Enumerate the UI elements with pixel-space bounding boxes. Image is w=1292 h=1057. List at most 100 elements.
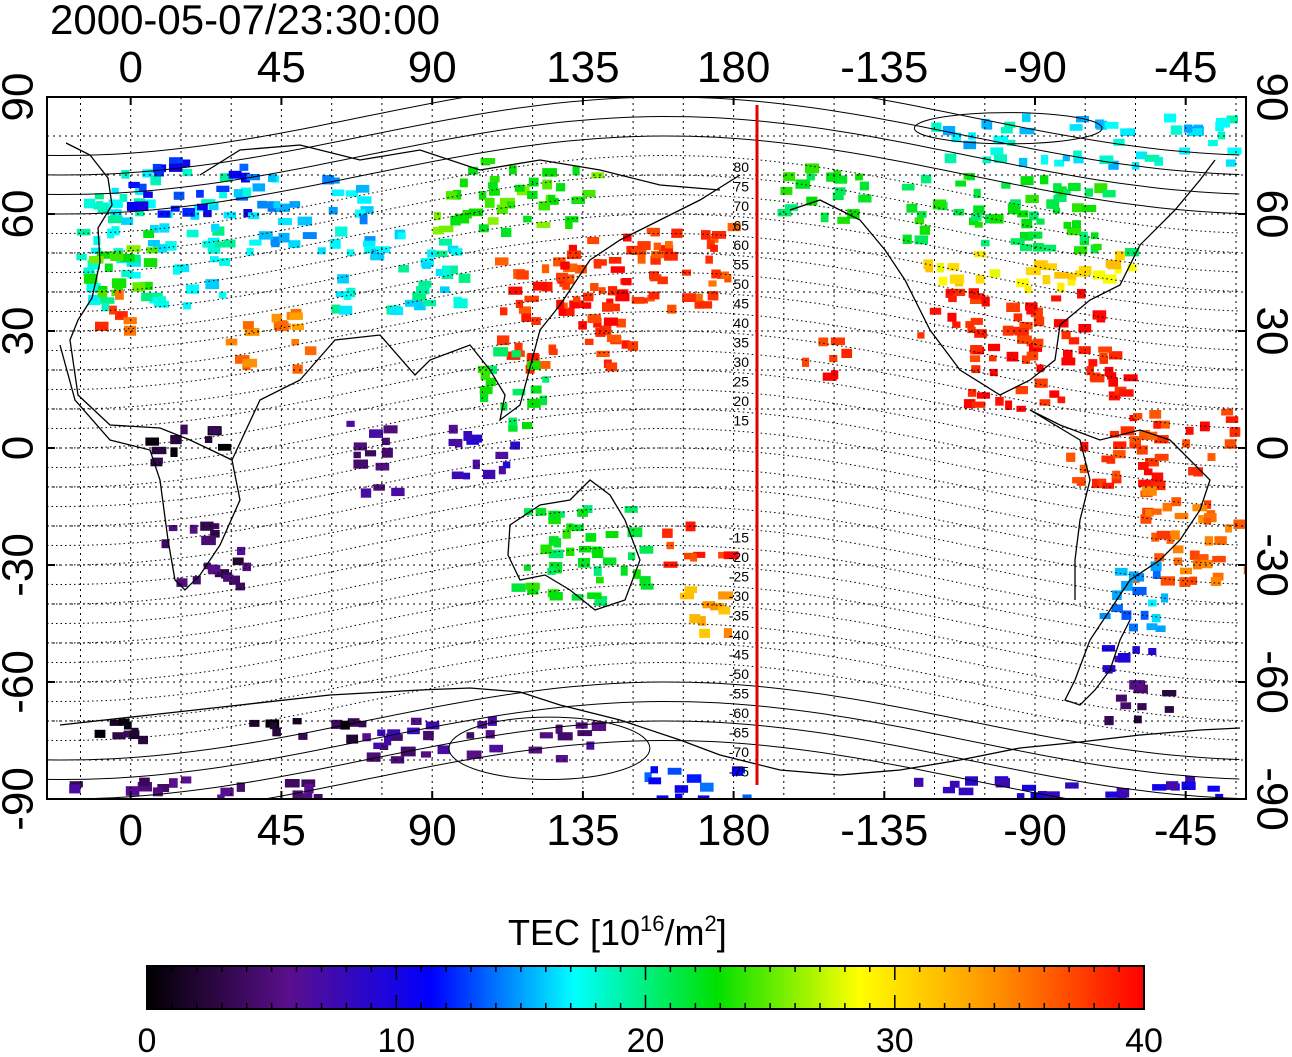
tec-cell xyxy=(1026,351,1039,361)
tec-cell xyxy=(201,535,216,546)
latitude-tick-label: 60 xyxy=(0,190,43,239)
colorbar-tick-label: 40 xyxy=(1125,1022,1163,1057)
tec-cell xyxy=(1157,420,1170,429)
tec-cell xyxy=(969,297,985,304)
tec-cell xyxy=(111,187,119,195)
tec-cell xyxy=(591,721,607,731)
tec-cell xyxy=(530,385,542,394)
tec-cell xyxy=(454,213,470,224)
tec-cell xyxy=(938,276,948,286)
tec-cell xyxy=(233,189,243,198)
tec-cell xyxy=(129,730,140,740)
tec-cell xyxy=(466,750,482,759)
tec-cell xyxy=(244,328,260,336)
tec-cell xyxy=(777,209,792,217)
tec-cell xyxy=(1150,561,1162,571)
tec-cell xyxy=(416,290,427,300)
tec-cell xyxy=(173,191,185,200)
tec-cell xyxy=(1140,610,1149,620)
tec-cell xyxy=(1001,182,1011,189)
tec-cell xyxy=(208,426,221,435)
tec-cell xyxy=(684,552,696,560)
tec-cell xyxy=(584,338,594,345)
tec-cell xyxy=(598,287,606,294)
tec-cell xyxy=(575,264,587,274)
contour-label: 50 xyxy=(733,276,749,292)
tec-cell xyxy=(1225,159,1236,167)
tec-cell xyxy=(93,236,101,245)
tec-cell xyxy=(1019,244,1033,252)
tec-cell xyxy=(232,557,244,566)
north-pole-contour xyxy=(913,112,1103,145)
latitude-tick-label: -90 xyxy=(0,767,43,831)
tec-cell xyxy=(1108,391,1120,401)
tec-cell xyxy=(1164,113,1177,123)
tec-cell xyxy=(679,592,694,600)
tec-cell xyxy=(582,190,596,198)
tec-cell xyxy=(506,201,515,209)
longitude-tick-label: -135 xyxy=(840,806,928,855)
tec-cell xyxy=(829,354,838,363)
tec-cell xyxy=(271,313,283,323)
tec-cell xyxy=(83,267,95,276)
colorbar-label-suffix: ] xyxy=(717,912,727,953)
tec-cell xyxy=(1151,532,1160,542)
tec-cell xyxy=(450,215,461,226)
latitude-tick-label: 0 xyxy=(1248,436,1292,460)
tec-cell xyxy=(1006,302,1020,312)
tec-cell xyxy=(1068,337,1080,345)
tec-cell xyxy=(358,720,367,728)
tec-cell xyxy=(468,208,484,217)
tec-cell xyxy=(1034,378,1048,388)
tec-cell xyxy=(427,249,436,258)
magnetic-contour xyxy=(47,310,1240,391)
magnetic-contour xyxy=(47,330,1240,410)
tec-cell xyxy=(612,303,620,312)
tec-cell xyxy=(337,274,349,284)
latitude-tick-label: 90 xyxy=(1248,73,1292,122)
tec-cell xyxy=(723,551,739,560)
tec-cell xyxy=(705,255,713,264)
tec-cell xyxy=(511,583,526,592)
tec-cell xyxy=(1121,580,1133,591)
longitude-tick-label: -90 xyxy=(1003,806,1067,855)
latitude-tick-label: 0 xyxy=(0,436,43,460)
tec-cell xyxy=(1022,114,1031,121)
tec-cell xyxy=(631,247,647,255)
tec-cell xyxy=(717,271,729,279)
tec-cell xyxy=(549,591,563,601)
tec-cell xyxy=(1022,784,1037,791)
tec-cell xyxy=(1052,207,1061,214)
tec-cell xyxy=(1051,295,1062,302)
tec-cell xyxy=(442,265,451,276)
tec-cell xyxy=(1019,321,1033,330)
tec-cell xyxy=(558,308,566,316)
tec-cell xyxy=(1040,175,1049,185)
tec-cell xyxy=(328,206,338,215)
tec-cell xyxy=(723,628,733,638)
tec-cell xyxy=(602,557,617,566)
tec-cell xyxy=(501,227,512,237)
tec-cell xyxy=(995,396,1004,406)
magnetic-contour xyxy=(47,174,1240,254)
tec-cell xyxy=(535,361,551,369)
tec-cell xyxy=(1173,557,1183,565)
tec-cell xyxy=(304,783,314,794)
tec-cell xyxy=(389,306,404,315)
tec-cell xyxy=(123,730,133,738)
tec-cell xyxy=(970,345,982,352)
tec-cell xyxy=(179,159,191,168)
tec-cell xyxy=(901,183,915,191)
tec-cell xyxy=(587,237,600,245)
tec-cell xyxy=(971,365,981,374)
tec-cell xyxy=(681,269,691,276)
tec-cell xyxy=(637,255,646,264)
contour-label: 70 xyxy=(733,198,749,214)
tec-cell xyxy=(1025,302,1038,311)
tec-cell xyxy=(1099,155,1114,165)
tec-cell xyxy=(572,302,580,309)
tec-cell xyxy=(1080,231,1088,242)
tec-cell xyxy=(539,732,553,739)
tec-cell xyxy=(1099,357,1108,364)
